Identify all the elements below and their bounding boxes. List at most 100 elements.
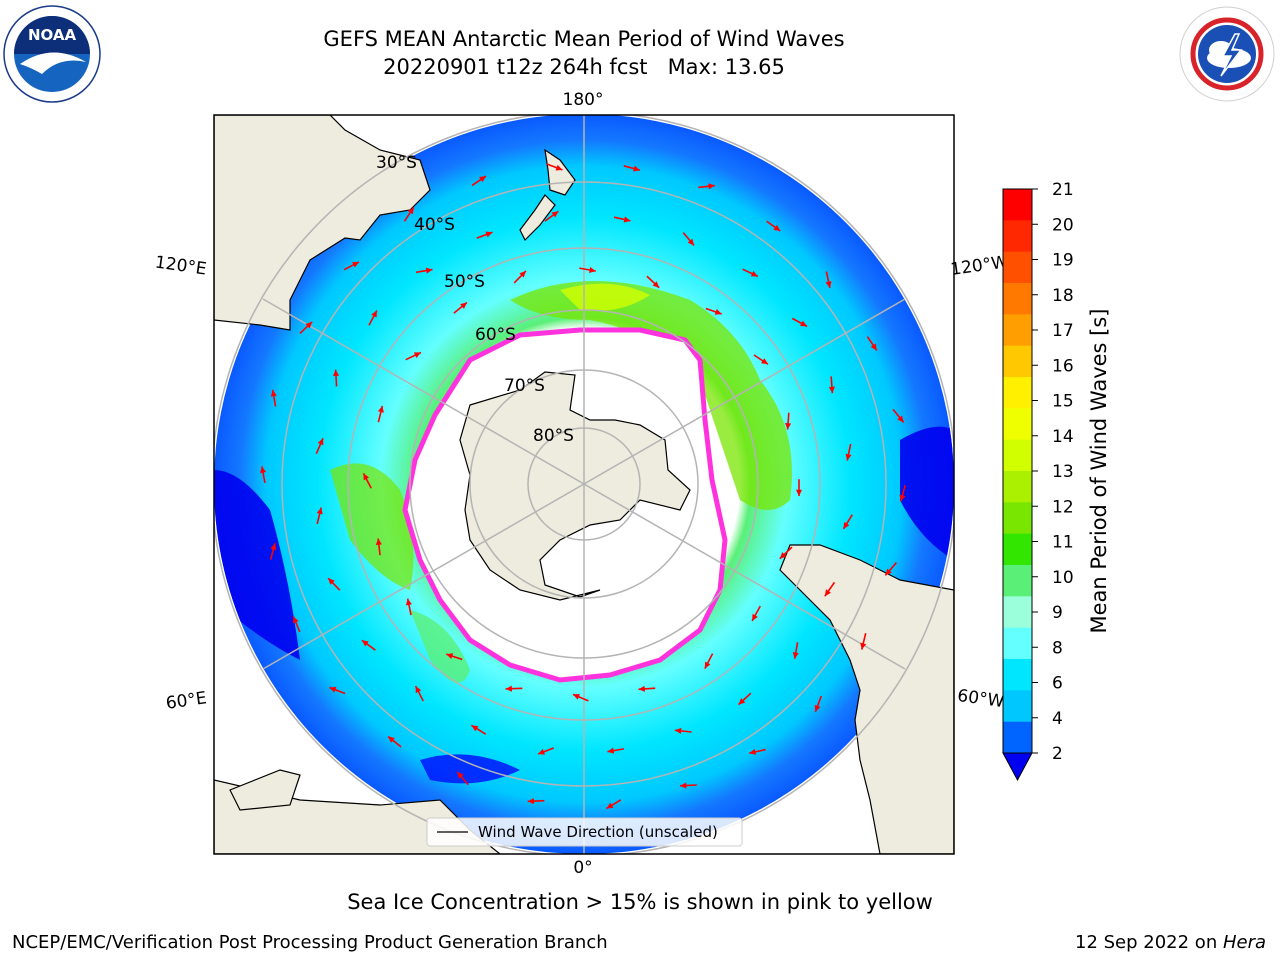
wave-direction-arrowhead [749, 748, 757, 755]
wave-direction-arrowhead [505, 685, 512, 692]
wave-direction-arrowhead [652, 281, 660, 288]
wave-direction-arrowhead [425, 267, 433, 274]
colorbar-tick-label: 14 [1052, 427, 1074, 447]
colorbar-segment [1003, 345, 1032, 378]
wave-direction-arrowhead [471, 725, 479, 732]
legend-box [426, 817, 743, 847]
lon-label-120e: 120°E [154, 253, 208, 280]
footer-machine: Hera [1222, 932, 1266, 953]
wave-direction-arrowhead [407, 207, 414, 215]
wave-direction-arrowhead [738, 698, 746, 705]
wave-direction-arrowhead [708, 183, 715, 190]
lon-label-0: 0° [573, 858, 592, 878]
lon-label-120w: 120°W [949, 252, 1009, 280]
colorbar: 21 20 19 18 17 16 15 14 13 12 11 10 9 8 6 4 2 Mean Perio… [1002, 180, 1111, 782]
wave-direction-arrowhead [316, 507, 323, 515]
wave-direction-arrowhead [814, 704, 821, 712]
wave-direction-arrowhead [270, 389, 277, 397]
colorbar-tick-label: 21 [1052, 180, 1074, 200]
legend-label: Wind Wave Direction (unscaled) [478, 823, 718, 841]
colorbar-tick-label: 12 [1052, 497, 1074, 517]
lat-label-30s: 30°S [376, 153, 417, 173]
lon-label-60e: 60°E [165, 688, 208, 713]
wave-direction-arrowhead [845, 453, 852, 461]
colorbar-segment [1003, 408, 1032, 441]
wave-direction-arrowhead [555, 164, 563, 171]
wave-direction-arrowhead [519, 270, 526, 278]
wave-direction-arrowhead [479, 176, 486, 183]
lat-label-80s: 80°S [533, 426, 574, 446]
noaa-logo: NOAA [3, 5, 101, 103]
wave-direction-arrowhead [843, 522, 850, 529]
colorbar-segment [1003, 283, 1032, 315]
wave-direction-arrowhead [352, 261, 360, 268]
wave-direction-arrowhead [361, 640, 369, 647]
wave-direction-arrowhead [485, 231, 493, 238]
wave-direction-arrowhead [538, 748, 545, 755]
colorbar-segment [1003, 565, 1032, 597]
colorbar-tick-label: 4 [1052, 709, 1063, 729]
wave-direction-arrowhead [824, 589, 831, 597]
wave-direction-arrowhead [899, 494, 906, 502]
wave-direction-arrowhead [800, 320, 808, 327]
wave-direction-arrowhead [292, 616, 299, 624]
wind-wave-direction-arrows [260, 163, 906, 810]
colorbar-tick-label: 10 [1052, 568, 1074, 588]
wave-direction-arrowhead [388, 736, 395, 743]
colorbar-segment [1003, 627, 1032, 660]
wave-direction-arrowhead [375, 538, 382, 546]
wave-direction-arrowhead [825, 281, 832, 288]
wave-direction-arrowhead [305, 321, 313, 329]
wave-direction-arrowhead [679, 782, 687, 789]
meridian-60e-120w [262, 298, 906, 670]
australia-landmass [214, 115, 431, 331]
wave-direction-arrowhead [332, 369, 340, 377]
wave-direction-arrowhead [870, 343, 877, 351]
map-frame-border [213, 114, 955, 855]
wave-direction-arrowhead [674, 727, 682, 734]
colorbar-segment [1003, 251, 1032, 284]
wave-direction-arrowhead [687, 238, 695, 246]
wave-direction-arrowhead [773, 224, 781, 232]
chart-title-line1: GEFS MEAN Antarctic Mean Period of Wind … [323, 27, 845, 51]
wave-direction-arrowhead [704, 661, 711, 669]
colorbar-extend-triangle [1002, 752, 1033, 782]
colorbar-segment [1003, 377, 1032, 409]
wave-direction-arrowhead [761, 358, 768, 365]
colorbar-tick-label: 16 [1052, 356, 1074, 376]
graticule [214, 115, 954, 854]
wave-direction-arrowhead [795, 489, 803, 496]
colorbar-segment [1003, 189, 1032, 221]
colorbar-tick-label: 2 [1052, 744, 1063, 764]
wave-direction-arrowhead [860, 642, 867, 650]
colorbar-segment [1003, 220, 1032, 253]
wave-direction-arrowhead [405, 598, 412, 606]
colorbar-tick-label: 11 [1052, 533, 1074, 553]
wave-direction-arrowhead [363, 473, 370, 481]
wave-direction-arrowhead [828, 386, 835, 394]
colorbar-tick-label: 8 [1052, 638, 1063, 658]
wave-direction-arrowhead [328, 578, 335, 585]
colorbar-segment [1003, 314, 1032, 347]
wave-direction-arrowhead [714, 309, 722, 315]
colorbar-label: Mean Period of Wind Waves [s] [1087, 309, 1111, 634]
south-america-landmass [779, 544, 954, 854]
colorbar-ticks: 21 20 19 18 17 16 15 14 13 12 11 10 9 8 6 4 2 [1032, 180, 1074, 764]
wave-direction-arrowhead [329, 686, 337, 693]
wave-direction-arrowhead [792, 652, 799, 659]
lat-label-60s: 60°S [475, 325, 516, 345]
colorbar-segment [1003, 502, 1032, 535]
wave-direction-arrowhead [623, 216, 631, 223]
map-area: Wind Wave Direction (unscaled) [214, 115, 954, 854]
colorbar-tick-label: 15 [1052, 392, 1074, 412]
wave-direction-arrowhead [446, 653, 454, 660]
colorbar-segment [1003, 690, 1032, 723]
wave-direction-arrowhead [638, 685, 645, 692]
wave-direction-arrowhead [527, 798, 535, 805]
colorbar-tick-label: 9 [1052, 603, 1063, 623]
wave-direction-arrowhead [317, 438, 324, 446]
noaa-logo-text: NOAA [28, 26, 77, 44]
wave-direction-arrowhead [572, 693, 580, 700]
wave-direction-arrowhead [551, 211, 559, 218]
